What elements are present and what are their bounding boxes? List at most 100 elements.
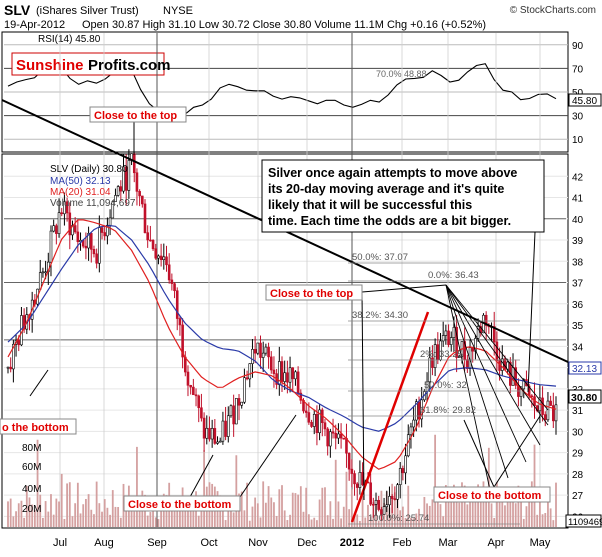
volume-bar [496,482,498,527]
price-body [178,318,182,326]
price-body [269,356,273,371]
volume-bar [498,498,501,527]
price-body [412,419,415,428]
volume-bar [281,485,283,527]
price-body [358,472,362,488]
callout-bottom-right-pointer-1 [463,419,495,488]
volume-bar [340,518,342,527]
price-body [22,315,26,330]
volume-bar [125,511,128,527]
volume-bar [283,510,286,527]
fan-line [445,284,527,463]
price-body [326,428,329,447]
volume-bar [337,501,340,527]
volume-bar [98,503,101,527]
fib-label: 50.0%: 37.07 [352,252,408,263]
volume-bar [307,514,310,527]
price-body [286,372,289,383]
price-body [167,264,171,281]
price-body [251,349,254,364]
price-body [162,256,166,260]
price-body [449,337,453,345]
volume-bar [25,485,28,527]
price-tick-label: 29 [572,449,584,460]
price-body [189,385,192,388]
price-body [52,225,55,232]
volume-bar [36,439,39,527]
volume-bar [348,509,351,527]
price-body [514,367,518,386]
volume-bar [264,502,267,527]
price-body [318,409,321,434]
price-body [240,401,244,406]
volume-bar [294,493,297,527]
volume-bar [42,517,44,527]
price-body [200,407,203,419]
volume-bar [552,520,555,527]
callout-bottom-middle: Close to the bottom [128,499,231,511]
ma50-line [7,224,557,432]
volume-bar [361,496,364,527]
volume-bar [184,502,187,527]
volume-bar [528,502,531,527]
volume-bar [485,495,488,527]
x-axis: Jul Aug Sep Oct Nov Dec 2012 Feb Mar Apr May [53,537,551,549]
price-body [552,405,555,422]
volume-bar [262,481,265,527]
callout-top-price-pointer-1 [361,291,365,501]
price-body [428,357,432,383]
fan-line [445,284,541,446]
price-body [339,433,343,439]
volume-bar [321,487,324,527]
legend-volume: Volume 11,094,697 [50,198,136,209]
volume-bar [329,501,332,527]
price-body [245,377,249,380]
volume-bar [63,518,66,527]
price-body [377,499,381,510]
price-body [106,224,109,237]
price-body [447,330,450,345]
price-body [406,434,410,457]
price-body [111,201,115,219]
volume-bar [493,517,496,527]
volume-bar [227,508,230,527]
price-body [108,217,112,226]
rsi-label: RSI(14) 45.80 [38,34,101,45]
callout-top-rsi: Close to the top [94,110,177,122]
price-body [404,455,407,474]
volume-bar [412,518,415,527]
logo-box [11,52,165,76]
price-body [272,369,276,374]
volume-bar [410,517,412,527]
volume-bar [479,499,482,527]
volume-bar [364,517,367,527]
volume-bar [47,511,50,527]
price-tick-label: 27 [572,491,584,502]
price-body [229,405,233,417]
price-body [500,358,504,371]
volume-bar [517,485,520,527]
volume-bar [291,492,294,527]
price-body [170,279,174,284]
price-body [216,441,219,444]
ma50-value-box [568,361,602,375]
volume-ticks: 80M 60M 40M 20M [22,443,41,515]
volume-bar [520,492,522,527]
price-body [175,290,179,319]
price-body [388,496,391,506]
volume-bar [447,494,450,527]
price-body [202,417,206,439]
volume-bar [525,506,528,527]
volume-bar [157,519,160,527]
volume-bar [232,512,235,527]
price-body [267,346,270,358]
rsi-tick-label: 70 [572,64,584,75]
price-body [95,253,98,264]
logo-part-2: Profits.com [88,57,171,74]
price-body [89,233,93,250]
volume-bar [12,516,15,527]
price-body [466,359,469,369]
price-body [280,361,284,382]
price-body [6,366,10,369]
price-body [329,431,332,447]
